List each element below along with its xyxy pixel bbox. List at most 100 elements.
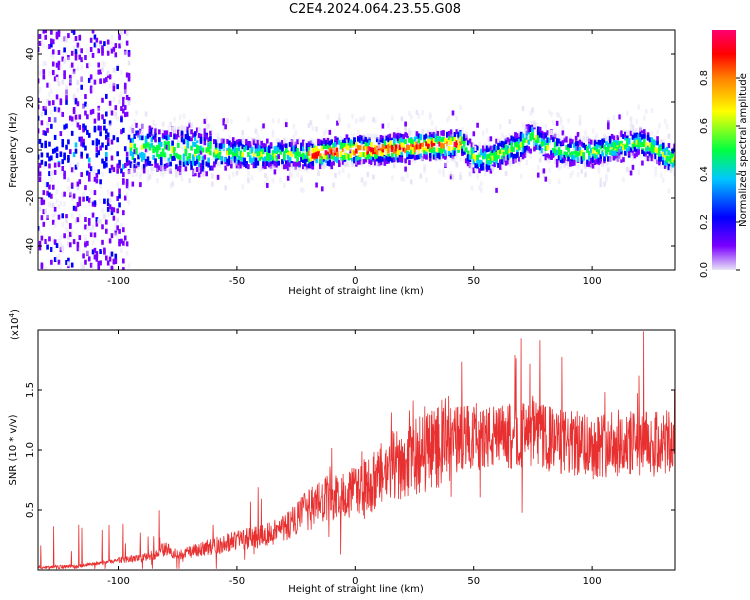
heatmap-cell: [50, 30, 53, 35]
heatmap-cell: [254, 148, 258, 154]
heatmap-cell: [188, 178, 191, 184]
heatmap-cell: [131, 172, 135, 178]
heatmap-cell: [178, 130, 182, 136]
heatmap-cell: [199, 145, 203, 151]
heatmap-cell: [428, 131, 432, 137]
heatmap-cell: [57, 162, 61, 168]
heatmap-cell: [483, 148, 487, 154]
heatmap-cell: [499, 140, 502, 146]
heatmap-cell: [364, 157, 368, 163]
heatmap-cell: [527, 139, 531, 145]
heatmap-cell: [256, 160, 260, 166]
heatmap-cell: [267, 162, 271, 168]
heatmap-cell: [633, 146, 637, 152]
heatmap-cell: [627, 138, 631, 144]
heatmap-cell: [559, 120, 563, 126]
heatmap-cell: [38, 40, 42, 46]
heatmap-cell: [332, 143, 335, 149]
heatmap-cell: [38, 162, 42, 168]
heatmap-cell: [625, 110, 629, 116]
heatmap-cell: [178, 126, 182, 132]
heatmap-cell: [116, 225, 119, 231]
heatmap-cell: [478, 161, 481, 167]
heatmap-cell: [432, 137, 436, 143]
heatmap-cell: [552, 152, 555, 158]
heatmap-cell: [557, 112, 561, 118]
heatmap-cell: [576, 141, 580, 147]
heatmap-cell: [176, 166, 180, 172]
heatmap-cell: [459, 141, 462, 147]
heatmap-cell: [635, 149, 639, 155]
heatmap-cell: [65, 95, 68, 101]
heatmap-cell: [91, 212, 95, 218]
heatmap-cell: [415, 144, 419, 150]
heatmap-cell: [548, 137, 551, 143]
heatmap-cell: [612, 135, 616, 141]
heatmap-cell: [95, 217, 99, 223]
heatmap-cell: [311, 125, 315, 131]
heatmap-cell: [40, 152, 44, 158]
heatmap-cell: [275, 138, 279, 144]
heatmap-cell: [161, 167, 165, 173]
heatmap-cell: [368, 146, 371, 152]
heatmap-cell: [50, 51, 53, 57]
heatmap-cell: [89, 231, 93, 237]
heatmap-cell: [648, 152, 652, 158]
heatmap-cell: [633, 128, 637, 134]
heatmap-cell: [648, 155, 652, 161]
heatmap-cell: [531, 126, 534, 132]
heatmap-cell: [103, 41, 106, 47]
heatmap-cell: [84, 224, 87, 230]
heatmap-cell: [451, 146, 455, 152]
heatmap-cell: [277, 165, 280, 171]
heatmap-cell: [643, 141, 646, 147]
heatmap-cell: [254, 128, 258, 134]
heatmap-cell: [152, 154, 155, 160]
snr-x-tick-label: -100: [107, 576, 130, 587]
heatmap-cell: [400, 151, 404, 157]
heatmap-cell: [154, 146, 157, 152]
heatmap-cell: [478, 149, 481, 155]
heatmap-cell: [326, 137, 330, 143]
heatmap-cell: [127, 186, 131, 192]
heatmap-cell: [110, 265, 114, 270]
heatmap-cell: [89, 112, 93, 118]
heatmap-cell: [97, 115, 101, 121]
heatmap-cell: [563, 151, 567, 157]
heatmap-cell: [487, 165, 491, 171]
heatmap-cell: [525, 134, 529, 140]
heatmap-cell: [82, 123, 85, 129]
heatmap-cell: [144, 161, 148, 167]
heatmap-cell: [404, 148, 407, 154]
heatmap-cell: [110, 209, 114, 215]
heatmap-cell: [400, 176, 404, 182]
heatmap-cell: [404, 158, 407, 164]
heatmap-cell: [495, 151, 498, 157]
heatmap-cell: [629, 120, 633, 126]
heatmap-cell: [671, 162, 675, 168]
heatmap-cell: [50, 176, 53, 182]
heatmap-cell: [131, 155, 135, 161]
heatmap-cell: [569, 142, 572, 148]
heatmap-cell: [339, 135, 343, 141]
heatmap-cell: [218, 154, 222, 160]
heatmap-cell: [489, 168, 493, 174]
heatmap-cell: [423, 168, 426, 174]
heatmap-cell: [123, 195, 127, 201]
heatmap-cell: [97, 169, 101, 175]
heatmap-cell: [489, 136, 493, 142]
heatmap-cell: [322, 138, 326, 144]
heatmap-cell: [478, 141, 481, 147]
heatmap-cell: [131, 124, 135, 130]
heatmap-cell: [89, 74, 93, 80]
heatmap-cell: [324, 143, 328, 149]
heatmap-cell: [542, 149, 546, 155]
heatmap-cell: [146, 160, 150, 166]
heatmap-cell: [214, 155, 218, 161]
heatmap-cell: [463, 149, 466, 155]
heatmap-cell: [319, 153, 322, 159]
heatmap-cell: [671, 143, 675, 149]
heatmap-cell: [669, 159, 673, 165]
heatmap-cell: [366, 139, 370, 145]
heatmap-cell: [70, 182, 74, 188]
